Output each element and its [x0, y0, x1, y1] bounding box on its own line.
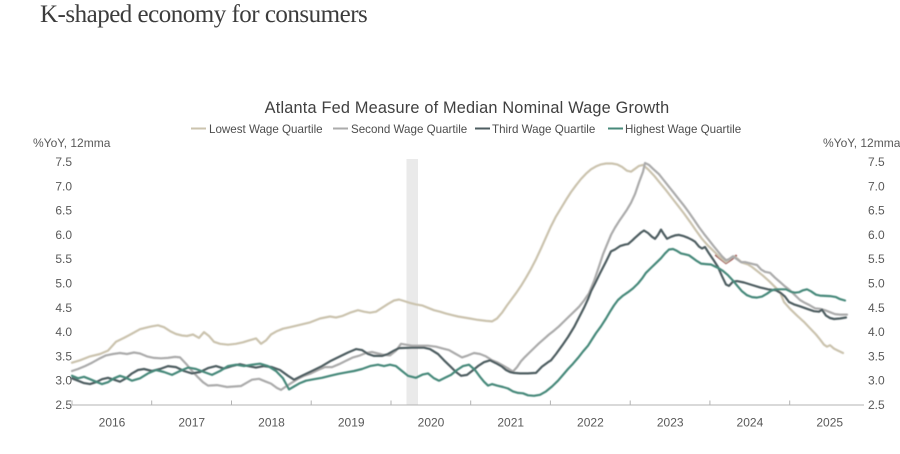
svg-text:2018: 2018 — [258, 416, 285, 430]
svg-text:%YoY, 12mma: %YoY, 12mma — [33, 136, 111, 150]
svg-text:3.0: 3.0 — [868, 374, 885, 388]
svg-text:2021: 2021 — [497, 416, 524, 430]
svg-text:5.5: 5.5 — [868, 252, 885, 266]
svg-text:2.5: 2.5 — [868, 398, 885, 412]
svg-text:%YoY, 12mma: %YoY, 12mma — [823, 136, 900, 150]
svg-text:5.5: 5.5 — [55, 252, 72, 266]
svg-text:2.5: 2.5 — [55, 398, 72, 412]
svg-text:2024: 2024 — [737, 416, 764, 430]
svg-text:2022: 2022 — [577, 416, 604, 430]
svg-text:3.5: 3.5 — [868, 349, 885, 363]
svg-text:2016: 2016 — [99, 416, 126, 430]
svg-text:3.5: 3.5 — [55, 349, 72, 363]
svg-text:Third Wage Quartile: Third Wage Quartile — [492, 123, 595, 136]
svg-text:7.5: 7.5 — [868, 155, 885, 169]
svg-text:Second Wage Quartile: Second Wage Quartile — [351, 123, 467, 136]
svg-text:6.5: 6.5 — [868, 204, 885, 218]
svg-text:2025: 2025 — [816, 416, 843, 430]
svg-text:7.0: 7.0 — [868, 179, 885, 193]
svg-text:4.5: 4.5 — [55, 301, 72, 315]
svg-text:Lowest Wage Quartile: Lowest Wage Quartile — [209, 123, 323, 136]
svg-text:Highest Wage Quartile: Highest Wage Quartile — [625, 123, 741, 136]
svg-text:6.0: 6.0 — [868, 228, 885, 242]
svg-text:Atlanta Fed Measure of Median: Atlanta Fed Measure of Median Nominal Wa… — [265, 99, 670, 117]
svg-text:7.0: 7.0 — [55, 179, 72, 193]
svg-text:2017: 2017 — [178, 416, 205, 430]
svg-text:3.0: 3.0 — [55, 374, 72, 388]
svg-text:6.0: 6.0 — [55, 228, 72, 242]
svg-text:6.5: 6.5 — [55, 204, 72, 218]
svg-text:2019: 2019 — [338, 416, 365, 430]
svg-text:4.5: 4.5 — [868, 301, 885, 315]
svg-text:5.0: 5.0 — [55, 277, 72, 291]
svg-text:2020: 2020 — [418, 416, 445, 430]
svg-text:4.0: 4.0 — [868, 325, 885, 339]
svg-text:2023: 2023 — [657, 416, 684, 430]
svg-text:7.5: 7.5 — [55, 155, 72, 169]
svg-text:4.0: 4.0 — [55, 325, 72, 339]
svg-text:5.0: 5.0 — [868, 277, 885, 291]
